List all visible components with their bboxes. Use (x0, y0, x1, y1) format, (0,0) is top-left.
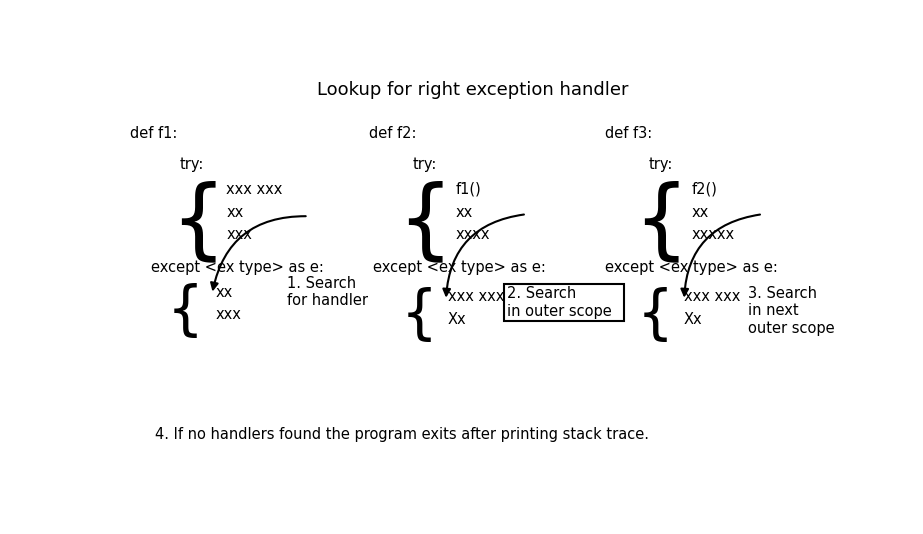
Text: Xx: Xx (448, 311, 467, 326)
Text: {: { (632, 180, 689, 264)
Text: Lookup for right exception handler: Lookup for right exception handler (318, 81, 629, 99)
Text: def f1:: def f1: (129, 127, 177, 142)
Text: {: { (167, 284, 204, 340)
Text: {: { (170, 180, 225, 264)
Text: 4. If no handlers found the program exits after printing stack trace.: 4. If no handlers found the program exit… (155, 427, 649, 442)
Text: {: { (397, 180, 452, 264)
Text: except <ex type> as e:: except <ex type> as e: (605, 260, 778, 275)
Text: f1(): f1() (455, 182, 481, 197)
Text: xxx xxx: xxx xxx (684, 289, 740, 304)
Text: def f3:: def f3: (605, 127, 653, 142)
Text: except <ex type> as e:: except <ex type> as e: (373, 260, 545, 275)
Text: {: { (637, 287, 674, 344)
Text: def f2:: def f2: (369, 127, 417, 142)
Text: 3. Search
in next
outer scope: 3. Search in next outer scope (749, 286, 835, 336)
Text: xxx xxx: xxx xxx (448, 289, 504, 304)
Text: xx: xx (455, 205, 473, 219)
Text: xxx: xxx (216, 308, 242, 323)
Text: xxxxx: xxxxx (691, 227, 735, 242)
Text: Xx: Xx (684, 311, 702, 326)
Text: try:: try: (648, 158, 673, 172)
Text: {: { (401, 287, 438, 344)
Text: f2(): f2() (691, 182, 717, 197)
Text: xxx xxx: xxx xxx (226, 182, 282, 197)
Text: xx: xx (226, 205, 244, 219)
Text: try:: try: (180, 158, 204, 172)
Text: xxx: xxx (226, 227, 252, 242)
Text: try:: try: (413, 158, 437, 172)
Text: xxxx: xxxx (455, 227, 490, 242)
Bar (504, 284, 624, 321)
Text: xx: xx (691, 205, 709, 219)
Text: except <ex type> as e:: except <ex type> as e: (151, 260, 324, 275)
Text: 1. Search
for handler: 1. Search for handler (287, 276, 368, 309)
Text: 2. Search
in outer scope: 2. Search in outer scope (508, 286, 612, 319)
Text: xx: xx (216, 285, 233, 300)
